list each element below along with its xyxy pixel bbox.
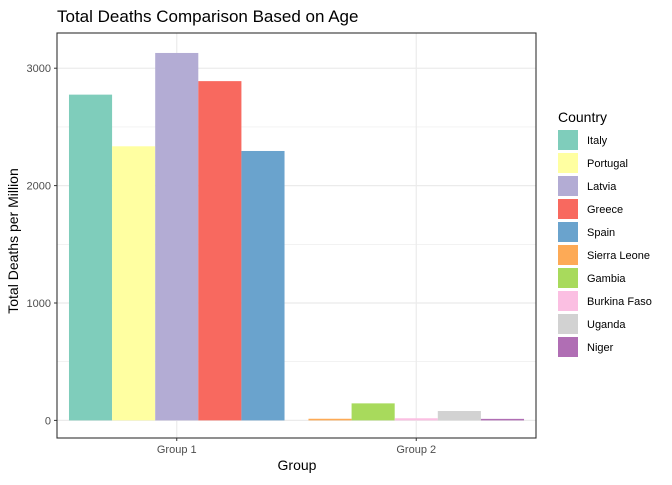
bar-italy	[68, 94, 113, 421]
bar-sierra-leone	[308, 418, 352, 421]
bar-greece	[198, 81, 242, 421]
bar-latvia	[155, 52, 199, 421]
legend-swatch	[558, 337, 578, 357]
panel-border	[56, 32, 537, 439]
legend-label: Sierra Leone	[587, 250, 650, 262]
bar-spain	[241, 150, 285, 421]
legend-swatch	[558, 130, 578, 150]
bar-gambia	[351, 403, 395, 421]
legend-label: Latvia	[587, 181, 617, 193]
legend-swatch	[558, 176, 578, 196]
bar-uganda	[437, 411, 481, 421]
legend-swatch	[558, 291, 578, 311]
y-tick-label: 3000	[27, 63, 51, 75]
x-tick-label: Group 2	[396, 444, 436, 456]
legend-label: Uganda	[587, 319, 626, 331]
legend-swatch	[558, 245, 578, 265]
legend-label: Italy	[587, 135, 608, 147]
x-axis-title: Group	[278, 457, 317, 473]
legend-label: Niger	[587, 342, 614, 354]
y-tick-label: 0	[45, 415, 51, 427]
legend-swatch	[558, 199, 578, 219]
legend-title: Country	[558, 109, 607, 125]
legend-label: Gambia	[587, 273, 626, 285]
legend: Country Italy Portugal Latvia Greece Spain Si…	[558, 109, 652, 357]
bar-burkina-faso	[394, 418, 438, 421]
legend-label: Portugal	[587, 158, 628, 170]
chart-title: Total Deaths Comparison Based on Age	[57, 7, 358, 26]
x-tick-label: Group 1	[157, 444, 197, 456]
legend-swatch	[558, 222, 578, 242]
legend-swatch	[558, 314, 578, 334]
bar-niger	[480, 418, 525, 421]
legend-swatch	[558, 153, 578, 173]
legend-label: Greece	[587, 204, 623, 216]
axes: 0 1000 2000 3000 Group 1 Group 2	[27, 32, 537, 456]
y-axis-title: Total Deaths per Million	[5, 168, 21, 314]
plot-area	[57, 33, 536, 438]
legend-swatch	[558, 268, 578, 288]
bar-portugal	[112, 146, 156, 421]
legend-label: Spain	[587, 227, 615, 239]
y-tick-label: 1000	[27, 298, 51, 310]
legend-label: Burkina Faso	[587, 296, 652, 308]
y-tick-label: 2000	[27, 181, 51, 193]
